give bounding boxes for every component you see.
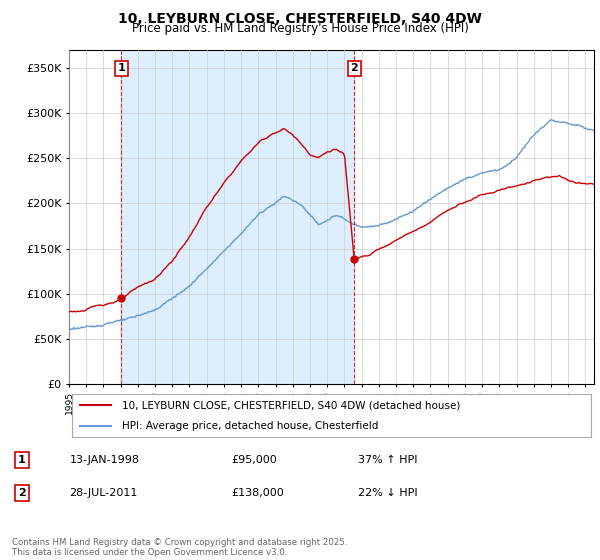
Text: £138,000: £138,000 — [231, 488, 284, 498]
Text: 28-JUL-2011: 28-JUL-2011 — [70, 488, 138, 498]
Text: Price paid vs. HM Land Registry's House Price Index (HPI): Price paid vs. HM Land Registry's House … — [131, 22, 469, 35]
Text: 37% ↑ HPI: 37% ↑ HPI — [358, 455, 417, 465]
Text: 2: 2 — [18, 488, 26, 498]
Text: HPI: Average price, detached house, Chesterfield: HPI: Average price, detached house, Ches… — [121, 421, 378, 431]
Text: 10, LEYBURN CLOSE, CHESTERFIELD, S40 4DW (detached house): 10, LEYBURN CLOSE, CHESTERFIELD, S40 4DW… — [121, 400, 460, 410]
Text: 1: 1 — [118, 63, 125, 73]
Text: 22% ↓ HPI: 22% ↓ HPI — [358, 488, 417, 498]
Text: 2: 2 — [350, 63, 358, 73]
Bar — [121, 50, 354, 384]
FancyBboxPatch shape — [71, 394, 592, 437]
Text: 13-JAN-1998: 13-JAN-1998 — [70, 455, 140, 465]
Text: Contains HM Land Registry data © Crown copyright and database right 2025.
This d: Contains HM Land Registry data © Crown c… — [12, 538, 347, 557]
Text: 10, LEYBURN CLOSE, CHESTERFIELD, S40 4DW: 10, LEYBURN CLOSE, CHESTERFIELD, S40 4DW — [118, 12, 482, 26]
Text: 1: 1 — [18, 455, 26, 465]
Text: £95,000: £95,000 — [231, 455, 277, 465]
